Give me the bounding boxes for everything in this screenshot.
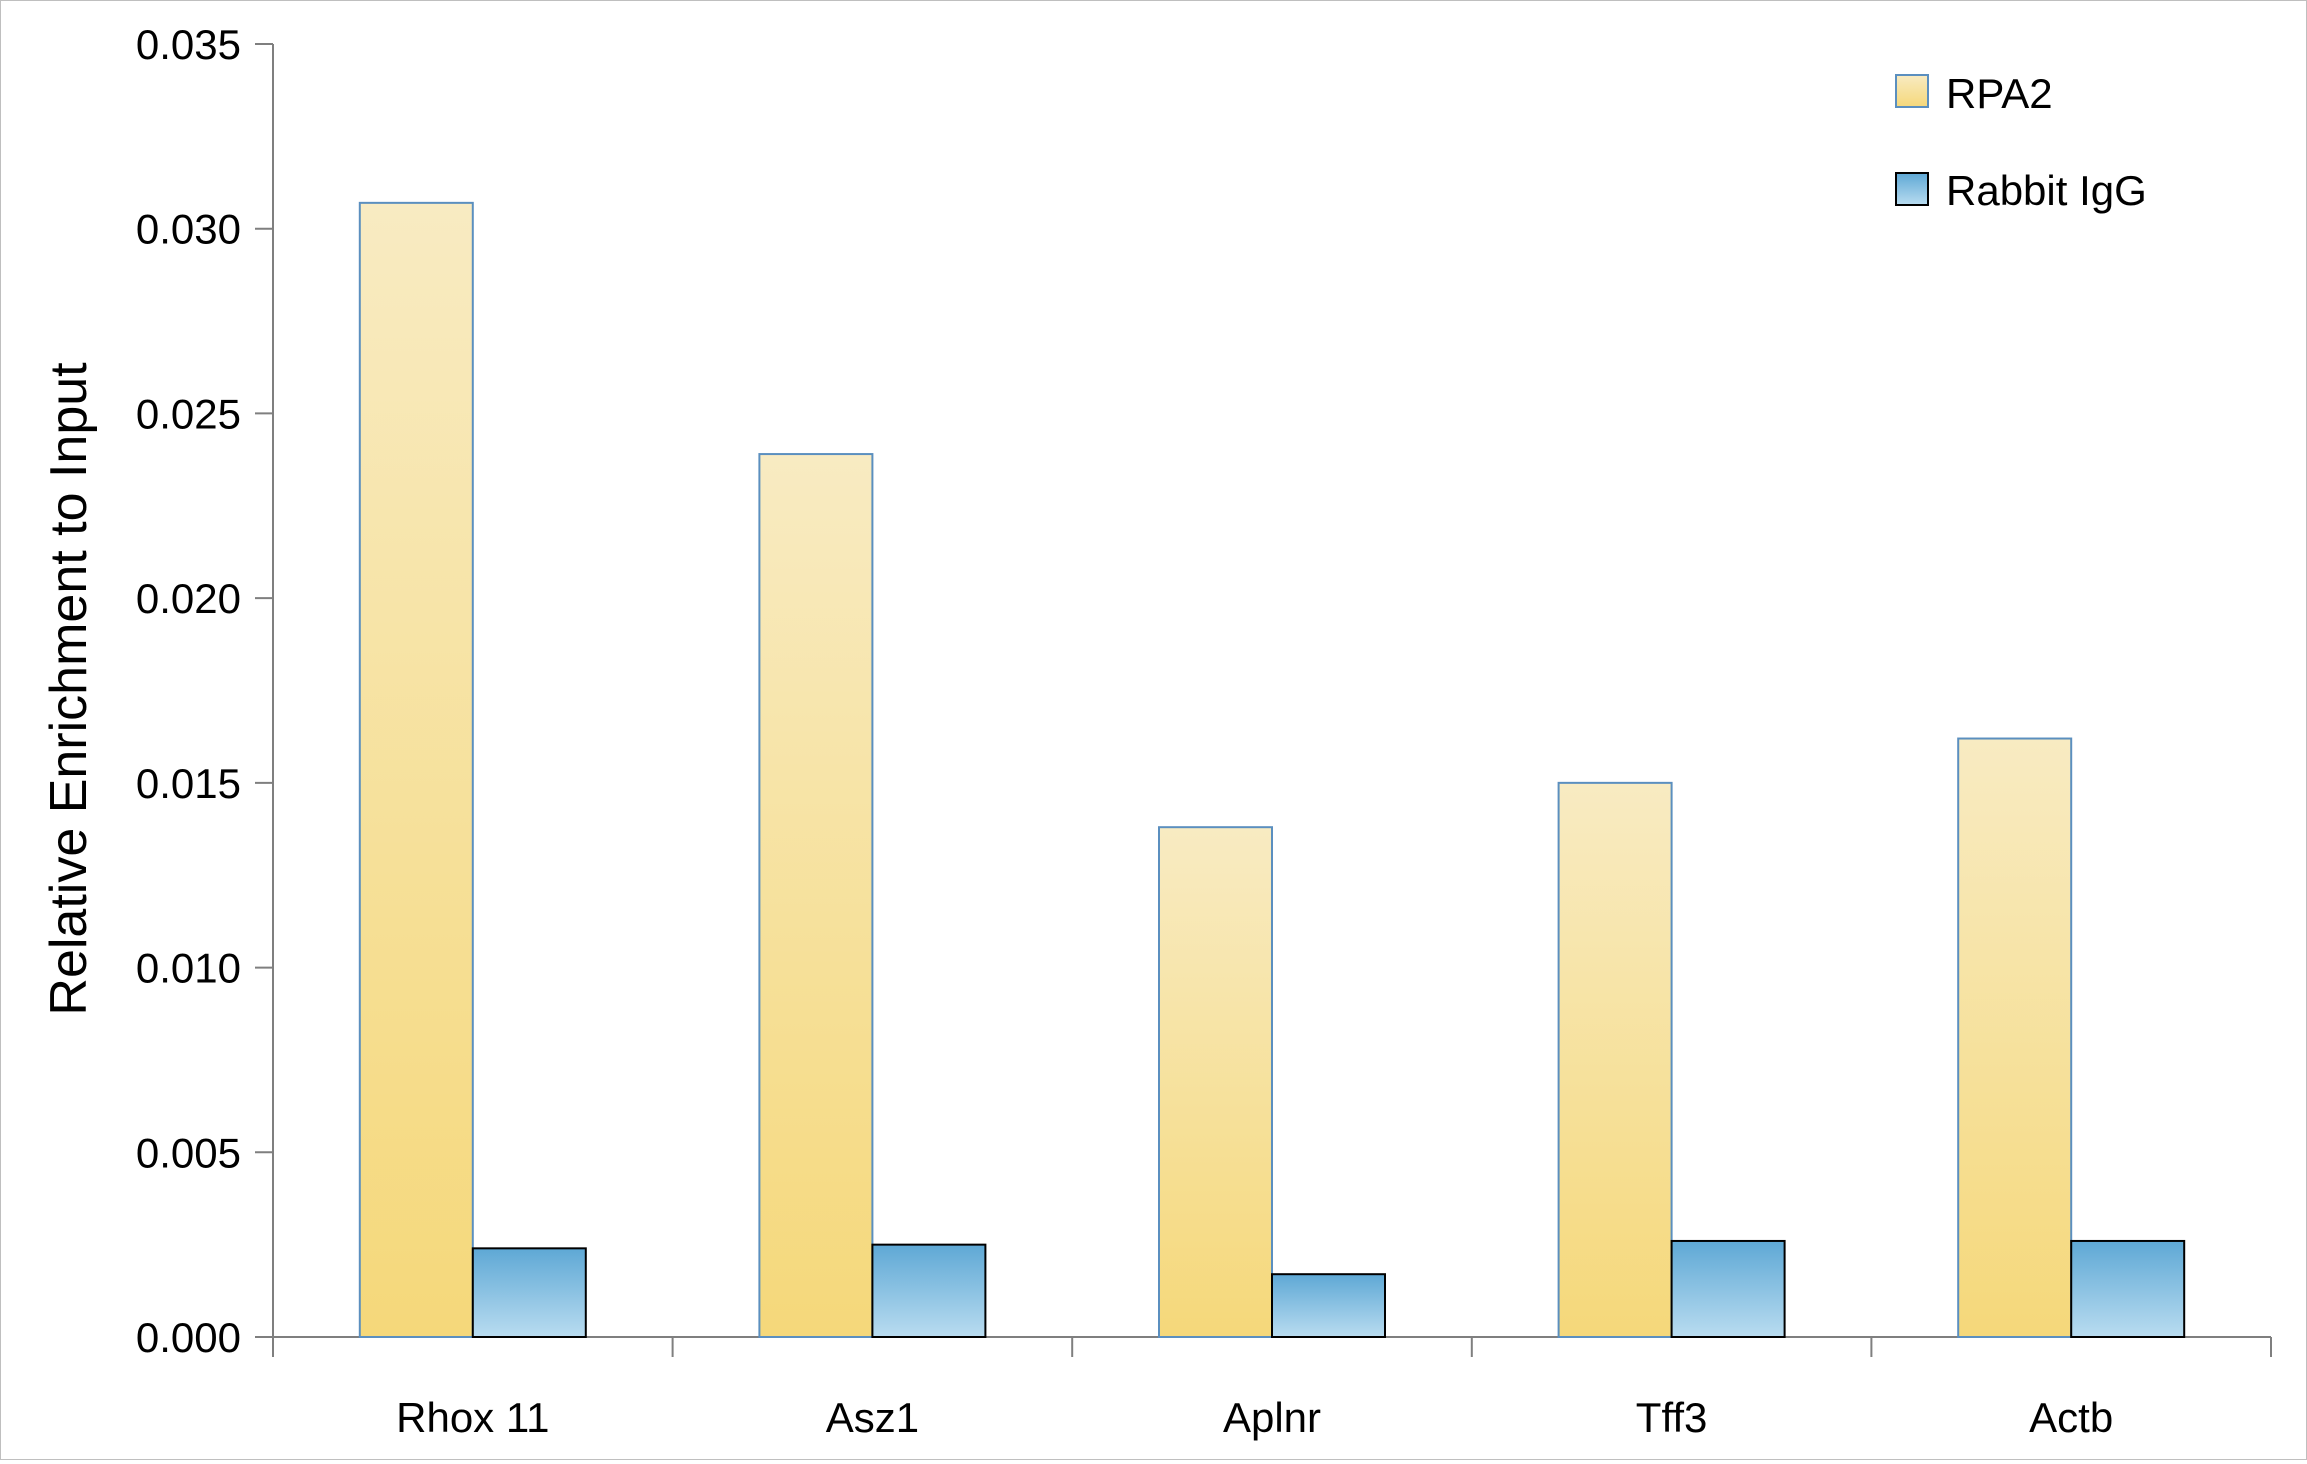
- x-tick-label: Actb: [2029, 1394, 2113, 1441]
- bar-rpa2: [1158, 826, 1273, 1339]
- y-tick-label: 0.020: [136, 575, 241, 622]
- bar-rpa2: [358, 201, 474, 1339]
- legend-label-rabbit-igg: Rabbit IgG: [1946, 167, 2147, 214]
- legend-swatch-rabbit-igg: [1895, 172, 1929, 206]
- y-axis-title: Relative Enrichment to Input: [40, 362, 98, 1016]
- bar-rabbit-igg: [2070, 1239, 2186, 1339]
- y-tick-label: 0.005: [136, 1129, 241, 1176]
- bar-rabbit-igg: [1670, 1239, 1786, 1339]
- x-tick-label: Asz1: [826, 1394, 919, 1441]
- y-tick-label: 0.030: [136, 206, 241, 253]
- bar-rabbit-igg: [871, 1243, 987, 1338]
- tick-labels: 0.000 0.005 0.010 0.015 0.020 0.025 0.030 0.035…: [136, 21, 2113, 1441]
- legend: RPA2 Rabbit IgG: [1895, 70, 2147, 214]
- axes: [255, 43, 2272, 1357]
- y-tick-label: 0.015: [136, 760, 241, 807]
- bars: [358, 201, 2186, 1339]
- y-tick-label: 0.010: [136, 945, 241, 992]
- bar-rabbit-igg: [1271, 1273, 1386, 1338]
- bar-rpa2: [758, 453, 874, 1338]
- x-tick-label: Aplnr: [1223, 1394, 1321, 1441]
- legend-swatch-rpa2: [1895, 74, 1929, 108]
- legend-label-rpa2: RPA2: [1946, 70, 2053, 117]
- x-tick-label: Tff3: [1636, 1394, 1708, 1441]
- y-tick-label: 0.000: [136, 1314, 241, 1361]
- bar-rpa2: [1957, 737, 2073, 1338]
- bar-rabbit-igg: [471, 1247, 587, 1339]
- y-tick-label: 0.025: [136, 390, 241, 437]
- bar-rpa2: [1557, 781, 1673, 1338]
- x-tick-label: Rhox 11: [396, 1394, 549, 1441]
- y-tick-label: 0.035: [136, 21, 241, 68]
